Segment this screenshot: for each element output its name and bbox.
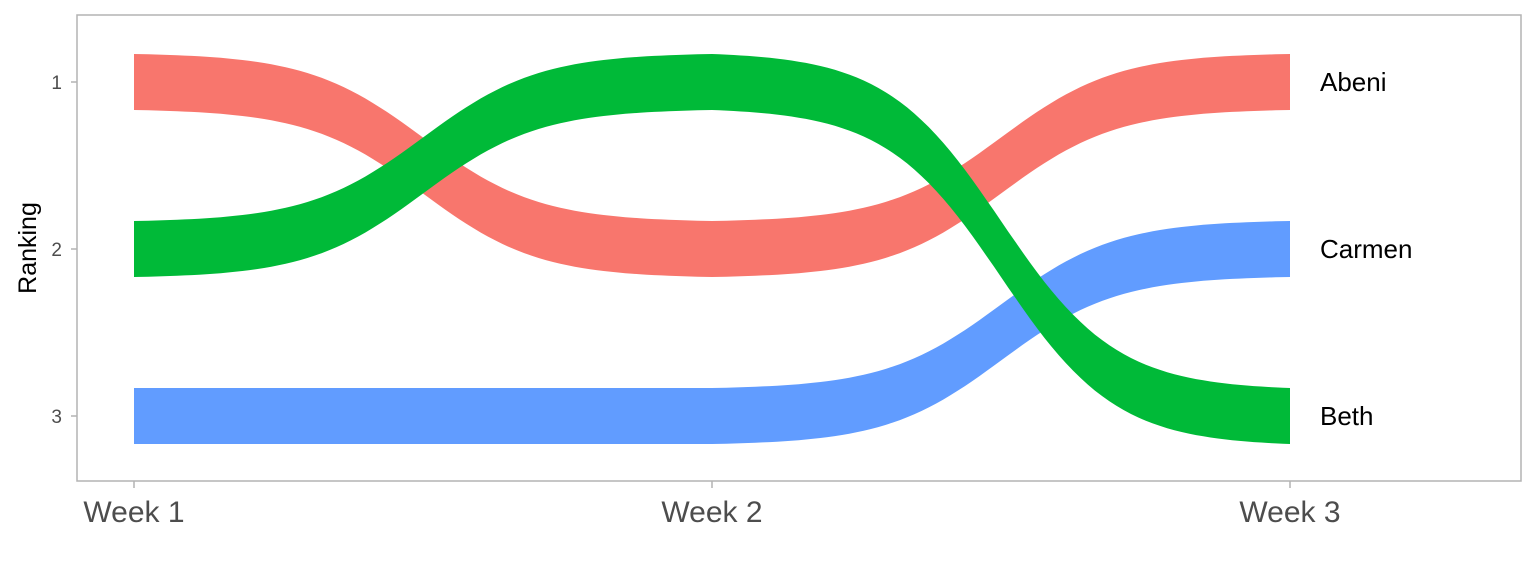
y-axis: 1 2 3 xyxy=(51,73,77,428)
x-tick-label: Week 1 xyxy=(83,496,184,529)
ribbon-carmen xyxy=(134,54,1290,444)
y-tick-label: 3 xyxy=(51,407,62,428)
panel-border xyxy=(76,14,1522,482)
y-tick-label: 1 xyxy=(51,73,62,94)
ribbon-beth xyxy=(134,221,1290,444)
ribbon-abeni xyxy=(134,54,1290,277)
end-label-abeni: Abeni xyxy=(1320,67,1387,97)
x-axis: Week 1 Week 2 Week 3 xyxy=(83,481,1341,529)
y-axis-label: Ranking xyxy=(14,202,42,294)
y-tick-label: 2 xyxy=(51,240,62,261)
end-label-carmen: Carmen xyxy=(1320,234,1412,264)
end-labels: Abeni Carmen Beth xyxy=(1320,67,1412,431)
x-tick-label: Week 3 xyxy=(1239,496,1340,529)
end-label-beth: Beth xyxy=(1320,401,1374,431)
x-tick-label: Week 2 xyxy=(661,496,762,529)
series-ribbons xyxy=(134,54,1290,444)
